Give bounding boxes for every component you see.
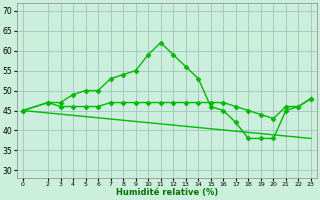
X-axis label: Humidité relative (%): Humidité relative (%) — [116, 188, 218, 197]
